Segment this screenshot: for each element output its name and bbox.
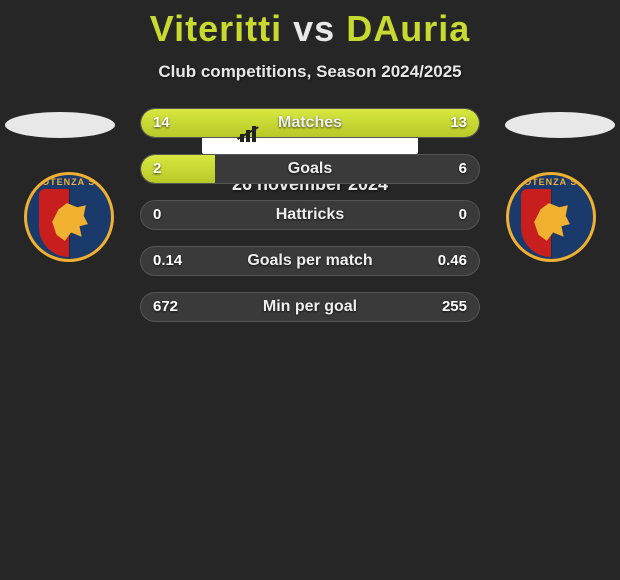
stat-value-right: 255 — [442, 293, 467, 321]
stat-row: 2Goals6 — [140, 154, 480, 184]
crest-right: POTENZA SC — [506, 172, 596, 262]
stat-value-right: 13 — [450, 109, 467, 137]
stat-label: Hattricks — [141, 201, 479, 229]
title-vs: vs — [293, 8, 335, 49]
subtitle: Club competitions, Season 2024/2025 — [0, 62, 620, 82]
title-player2: DAuria — [346, 8, 470, 49]
stat-label: Goals — [141, 155, 479, 183]
stat-row: 672Min per goal255 — [140, 292, 480, 322]
stat-label: Min per goal — [141, 293, 479, 321]
crest-left-text: POTENZA SC — [27, 177, 111, 187]
comparison-title: Viteritti vs DAuria — [0, 0, 620, 50]
title-player1: Viteritti — [150, 8, 282, 49]
stat-value-right: 0 — [459, 201, 467, 229]
crest-left-shield — [39, 189, 99, 257]
ellipse-right — [505, 112, 615, 138]
stat-value-right: 0.46 — [438, 247, 467, 275]
stat-label: Matches — [141, 109, 479, 137]
crest-left: POTENZA SC — [24, 172, 114, 262]
stat-label: Goals per match — [141, 247, 479, 275]
stat-row: 14Matches13 — [140, 108, 480, 138]
crest-right-text: POTENZA SC — [509, 177, 593, 187]
ellipse-left — [5, 112, 115, 138]
crest-right-shield — [521, 189, 581, 257]
stat-row: 0Hattricks0 — [140, 200, 480, 230]
stat-value-right: 6 — [459, 155, 467, 183]
stat-bars: 14Matches13 2Goals6 0Hattricks0 0.14Goals p… — [140, 108, 480, 338]
stat-row: 0.14Goals per match0.46 — [140, 246, 480, 276]
